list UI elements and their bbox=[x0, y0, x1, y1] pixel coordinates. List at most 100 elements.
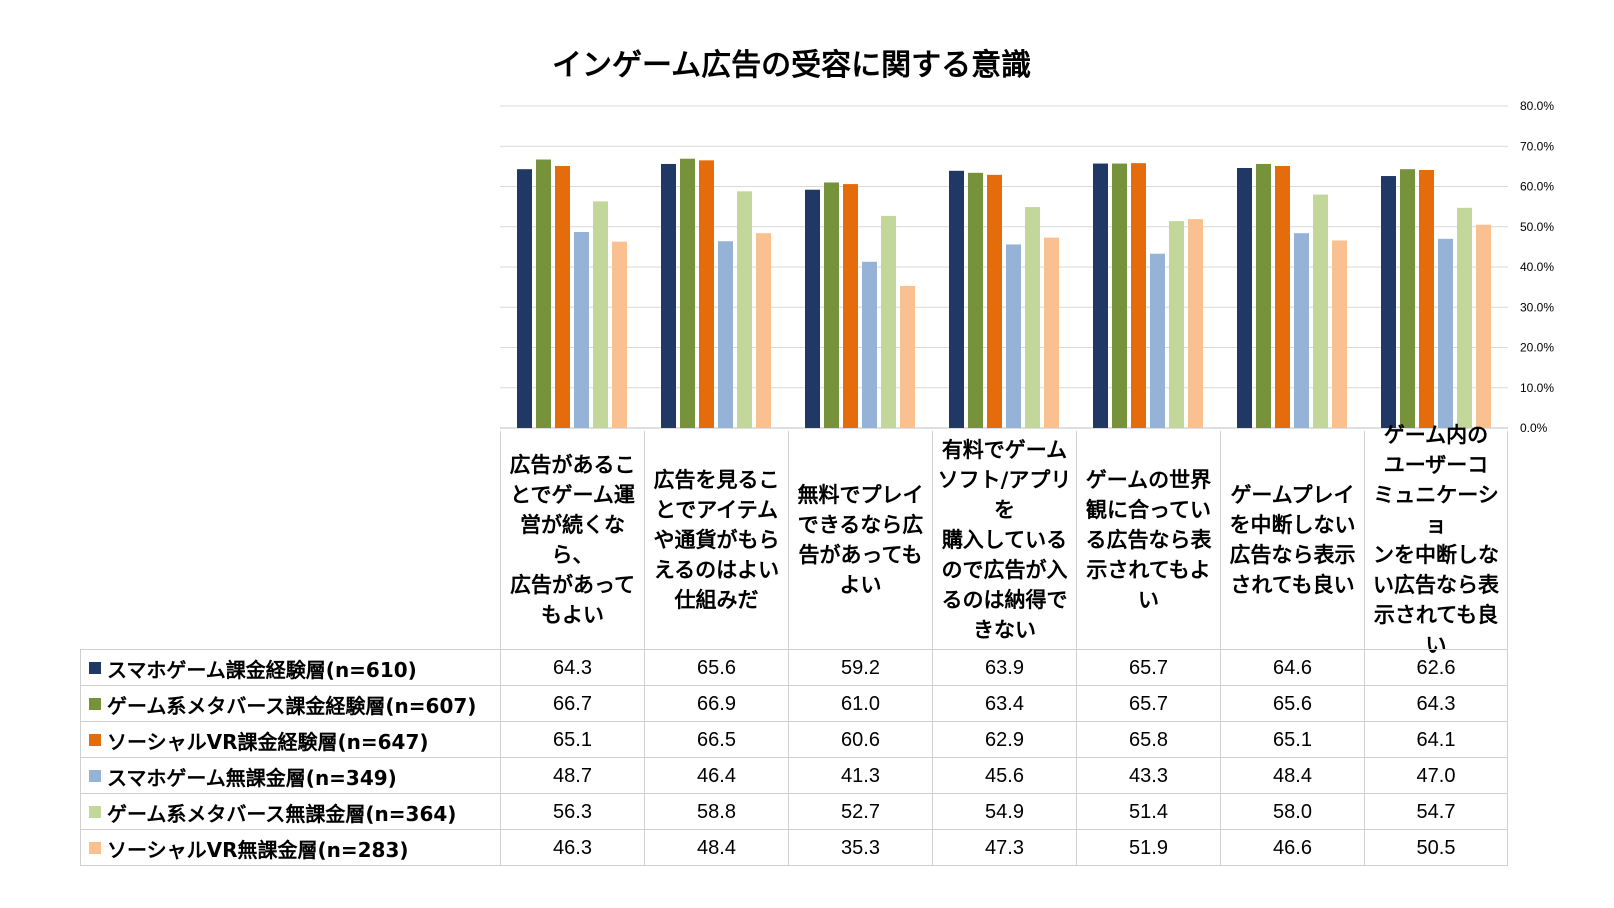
category-label-line: 営が続くなら、 bbox=[520, 513, 625, 567]
bar bbox=[1131, 163, 1146, 428]
bar bbox=[862, 261, 877, 428]
data-label: 65.6 bbox=[644, 650, 788, 686]
bar bbox=[1313, 194, 1328, 428]
category-label-line: 仕組みだ bbox=[674, 588, 759, 612]
series-name: スマホゲーム無課金層(n=349) bbox=[107, 765, 397, 790]
bar bbox=[1044, 237, 1059, 428]
category-label: 広告があるこ とでゲーム運 営が続くなら、 広告があって もよい bbox=[500, 431, 644, 649]
data-label: 60.6 bbox=[788, 722, 932, 758]
category-label-text: 無料でプレイ できるなら広 告があっても よい bbox=[798, 480, 924, 600]
data-label: 64.6 bbox=[1220, 650, 1364, 686]
category-label-line: や通貨がもら bbox=[653, 528, 780, 552]
category-label: ゲームの世界 観に合ってい る広告なら表 示されてもよい bbox=[1076, 431, 1220, 649]
data-label: 51.9 bbox=[1076, 830, 1220, 866]
bar bbox=[881, 215, 896, 428]
data-label: 66.7 bbox=[500, 686, 644, 722]
data-label: 61.0 bbox=[788, 686, 932, 722]
data-label: 35.3 bbox=[788, 830, 932, 866]
category-label-line: ンを中断しな bbox=[1373, 543, 1499, 567]
category-label-line: 示されても良 bbox=[1373, 603, 1499, 627]
data-label: 48.4 bbox=[644, 830, 788, 866]
category-label-line: 広告があるこ bbox=[509, 453, 636, 477]
category-label-line: 広告があって bbox=[510, 573, 635, 597]
category-label-line: きない bbox=[973, 618, 1036, 642]
bar bbox=[1112, 163, 1127, 428]
data-label: 59.2 bbox=[788, 650, 932, 686]
category-label-text: 有料でゲーム ソフト/アプリを 購入している ので広告が入 るのは納得で きない bbox=[937, 435, 1072, 645]
bar bbox=[661, 163, 676, 428]
category-label-line: ユーザーコ bbox=[1383, 453, 1489, 477]
category-label-line: ミュニケーショ bbox=[1373, 483, 1499, 537]
series-name: ソーシャルVR課金経験層(n=647) bbox=[107, 729, 429, 754]
data-label: 43.3 bbox=[1076, 758, 1220, 794]
table-row: ソーシャルVR課金経験層(n=647) 65.1 66.5 60.6 62.9 65.8 6… bbox=[80, 721, 1508, 758]
data-label: 64.1 bbox=[1364, 722, 1508, 758]
bar bbox=[949, 170, 964, 429]
category-label-text: ゲームの世界 観に合ってい る広告なら表 示されてもよい bbox=[1086, 465, 1212, 615]
bar bbox=[1275, 165, 1290, 428]
category-label: 無料でプレイ できるなら広 告があっても よい bbox=[788, 431, 932, 649]
legend-swatch bbox=[89, 734, 101, 746]
bar bbox=[612, 241, 627, 428]
data-label: 65.8 bbox=[1076, 722, 1220, 758]
bar bbox=[1457, 207, 1472, 428]
category-label-line: 購入している bbox=[941, 528, 1068, 552]
category-label-line: ゲームプレイ bbox=[1230, 483, 1355, 507]
series-name: ソーシャルVR無課金層(n=283) bbox=[107, 837, 409, 862]
y-tick-label: 20.0% bbox=[1520, 341, 1554, 355]
category-label-text: ゲームプレイ を中断しない 広告なら表示 されても良い bbox=[1230, 480, 1356, 600]
category-label-line: 観に合ってい bbox=[1086, 498, 1211, 522]
category-label-line: い bbox=[1138, 588, 1159, 612]
data-label: 41.3 bbox=[788, 758, 932, 794]
category-label-line: る広告なら表 bbox=[1085, 528, 1212, 552]
legend-swatch bbox=[89, 662, 101, 674]
bar bbox=[843, 184, 858, 428]
bar bbox=[1093, 163, 1108, 428]
bar bbox=[1006, 244, 1021, 428]
bar bbox=[536, 159, 551, 428]
legend-entry: ゲーム系メタバース無課金層(n=364) bbox=[80, 794, 500, 830]
category-label-line: えるのはよい bbox=[653, 558, 780, 582]
bar bbox=[1294, 233, 1309, 428]
y-tick-label: 80.0% bbox=[1520, 99, 1554, 113]
category-label: ゲームプレイ を中断しない 広告なら表示 されても良い bbox=[1220, 431, 1364, 649]
category-label-line: い bbox=[1425, 633, 1447, 657]
table-row: ゲーム系メタバース無課金層(n=364) 56.3 58.8 52.7 54.9 51.4… bbox=[80, 793, 1508, 830]
series-name: スマホゲーム課金経験層(n=610) bbox=[107, 657, 417, 682]
category-label-text: ゲーム内の ユーザーコ ミュニケーショ ンを中断しな い広告なら表 示されても良い bbox=[1369, 420, 1503, 660]
category-label-line: を中断しない bbox=[1229, 513, 1356, 537]
bars bbox=[517, 158, 1491, 429]
category-label-line: るのは納得で bbox=[941, 588, 1068, 612]
y-tick-label: 40.0% bbox=[1520, 260, 1554, 274]
data-label: 63.4 bbox=[932, 686, 1076, 722]
bar bbox=[900, 285, 915, 428]
y-tick-label: 30.0% bbox=[1520, 300, 1554, 314]
y-axis-ticks: 0.0% 10.0% 20.0% 30.0% 40.0% 50.0% 60.0% 70.0% 8… bbox=[1520, 99, 1554, 435]
y-tick-label: 50.0% bbox=[1520, 220, 1554, 234]
legend-entry: スマホゲーム無課金層(n=349) bbox=[80, 758, 500, 794]
data-label: 64.3 bbox=[1364, 686, 1508, 722]
data-label: 65.7 bbox=[1076, 686, 1220, 722]
category-label-line: ゲームの世界 bbox=[1085, 468, 1212, 492]
bar bbox=[1381, 176, 1396, 428]
series-name: ゲーム系メタバース無課金層(n=364) bbox=[107, 801, 457, 826]
bar bbox=[1419, 169, 1434, 428]
legend-entry: ゲーム系メタバース課金経験層(n=607) bbox=[80, 686, 500, 722]
table-row: スマホゲーム課金経験層(n=610) 64.3 65.6 59.2 63.9 65.7 64… bbox=[80, 649, 1508, 686]
bar bbox=[718, 241, 733, 428]
data-label: 52.7 bbox=[788, 794, 932, 830]
category-label-line: 無料でプレイ bbox=[797, 483, 924, 507]
table-row: ソーシャルVR無課金層(n=283) 46.3 48.4 35.3 47.3 51.9 46… bbox=[80, 829, 1508, 866]
category-label-line: ゲーム内の bbox=[1383, 423, 1489, 447]
data-label: 66.9 bbox=[644, 686, 788, 722]
category-label-line: よい bbox=[839, 573, 882, 597]
data-label: 56.3 bbox=[500, 794, 644, 830]
category-label-line: されても良い bbox=[1230, 573, 1355, 597]
legend-entry: スマホゲーム課金経験層(n=610) bbox=[80, 650, 500, 686]
data-label: 64.3 bbox=[500, 650, 644, 686]
data-label: 65.1 bbox=[500, 722, 644, 758]
category-label: 有料でゲーム ソフト/アプリを 購入している ので広告が入 るのは納得で きない bbox=[932, 431, 1076, 649]
legend-swatch bbox=[89, 842, 101, 854]
legend-swatch bbox=[89, 806, 101, 818]
data-label: 51.4 bbox=[1076, 794, 1220, 830]
